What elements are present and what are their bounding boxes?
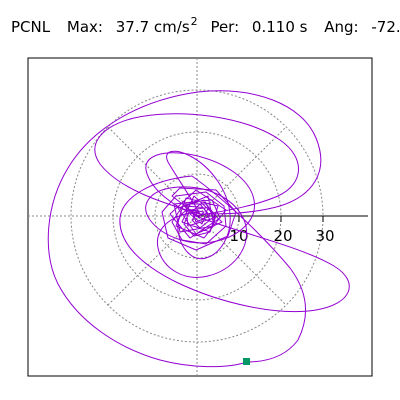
- trace-end-marker: [243, 358, 250, 365]
- angle-label: Ang:: [324, 18, 359, 36]
- radial-axis-ticks: [238, 216, 324, 222]
- trace-inner-ellipse: [166, 150, 231, 260]
- tick-label-10: 10: [229, 227, 248, 245]
- period-label: Per:: [210, 18, 240, 36]
- trace-large-ellipse: [94, 113, 350, 313]
- tick-label-30: 30: [315, 227, 334, 245]
- trace-long-tail: [191, 175, 307, 363]
- angle-value: -72.2: [371, 18, 400, 36]
- max-label: Max:: [66, 18, 103, 36]
- period-value: 0.110 s: [251, 18, 308, 36]
- trace-dense-core-2: [161, 187, 237, 251]
- plot-frame: [27, 57, 373, 377]
- particle-motion-trace: [47, 90, 350, 368]
- trace-mid-loops: [145, 152, 255, 278]
- max-value: 37.7 cm/s: [115, 18, 190, 36]
- trace-outer-loop: [47, 90, 322, 368]
- plot-header: PCNL Max: 37.7 cm/s2 Per: 0.110 s Ang: -…: [11, 15, 400, 38]
- station-code: PCNL: [11, 18, 51, 36]
- tick-label-20: 20: [273, 227, 292, 245]
- trace-dense-core: [169, 189, 227, 239]
- max-unit-exponent: 2: [190, 15, 198, 28]
